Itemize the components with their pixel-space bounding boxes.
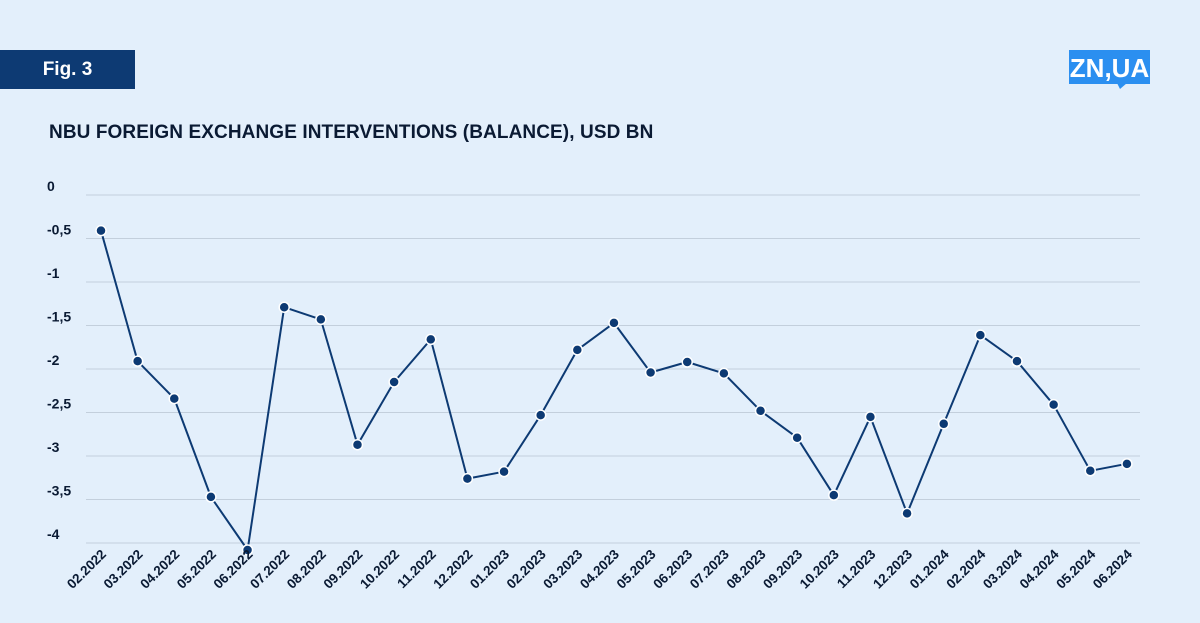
x-tick-label: 05.2022 [174,547,219,592]
x-tick-label: 07.2022 [247,547,292,592]
data-point [534,409,547,421]
data-point [571,344,584,356]
x-tick-label: 12.2022 [430,547,475,592]
x-tick-label: 11.2022 [394,547,439,592]
data-point [95,224,107,237]
data-point [1047,398,1060,411]
x-tick-label: 06.2022 [211,547,256,592]
y-tick-label: -2 [47,352,60,368]
data-point [131,355,144,367]
data-point [205,491,217,503]
data-point [608,317,620,329]
x-tick-label: 12.2023 [870,546,915,591]
x-tick-label: 03.2024 [980,546,1025,591]
data-point [791,431,803,444]
data-point [901,507,913,520]
y-tick-label: 0 [47,178,55,194]
data-point [425,333,437,346]
y-tick-label: -3,5 [47,483,71,499]
x-tick-label: 07.2023 [687,546,732,591]
y-tick-label: -3 [47,439,60,455]
x-tick-label: 09.2023 [760,546,805,591]
data-point [864,411,877,423]
x-tick-label: 05.2023 [614,546,659,591]
data-point [828,489,840,501]
series-line [100,230,1128,551]
x-tick-label: 08.2022 [284,547,329,592]
data-point [315,313,327,326]
data-point [1011,355,1023,367]
data-point [168,392,181,405]
data-point [278,301,290,313]
data-point [498,465,510,478]
data-point [644,366,657,379]
x-tick-label: 02.2024 [943,546,988,591]
x-tick-label: 03.2022 [101,547,146,592]
data-point [974,329,987,341]
y-tick-label: -2,5 [47,396,71,412]
logo-box [1069,50,1150,84]
x-tick-label: 02.2022 [64,547,109,592]
data-point [754,405,767,417]
x-tick-label: 04.2022 [137,547,182,592]
x-tick-label: 10.2022 [357,547,402,592]
x-tick-label: 10.2023 [797,546,842,591]
data-point [718,367,730,380]
data-point [681,356,693,368]
y-tick-label: -0,5 [47,222,71,238]
x-tick-label: 02.2023 [504,546,549,591]
x-tick-label: 01.2023 [467,546,512,591]
data-point [461,472,474,485]
x-tick-label: 05.2024 [1053,546,1098,591]
data-point [1121,458,1133,470]
data-point [241,544,254,556]
x-tick-label: 09.2022 [320,547,365,592]
logo-tail [1117,83,1127,89]
data-point [937,418,950,430]
data-point [351,438,364,451]
x-tick-label: 04.2023 [577,546,622,591]
figure-label: Fig. 3 [0,50,135,89]
x-tick-label: 06.2024 [1090,546,1135,591]
y-tick-label: -1 [47,265,60,281]
x-tick-label: 01.2024 [907,546,952,591]
y-tick-label: -4 [47,526,60,542]
data-point [1084,465,1097,477]
data-point [388,376,400,388]
x-tick-label: 06.2023 [650,546,695,591]
logo-text: ZN,UA [1070,53,1150,83]
chart-title: NBU FOREIGN EXCHANGE INTERVENTIONS (BALA… [49,122,654,143]
zn-ua-logo: ZN,UA [1069,50,1150,89]
x-tick-label: 04.2024 [1017,546,1062,591]
x-tick-label: 08.2023 [724,546,769,591]
x-tick-label: 03.2023 [540,546,585,591]
y-tick-label: -1,5 [47,309,71,325]
